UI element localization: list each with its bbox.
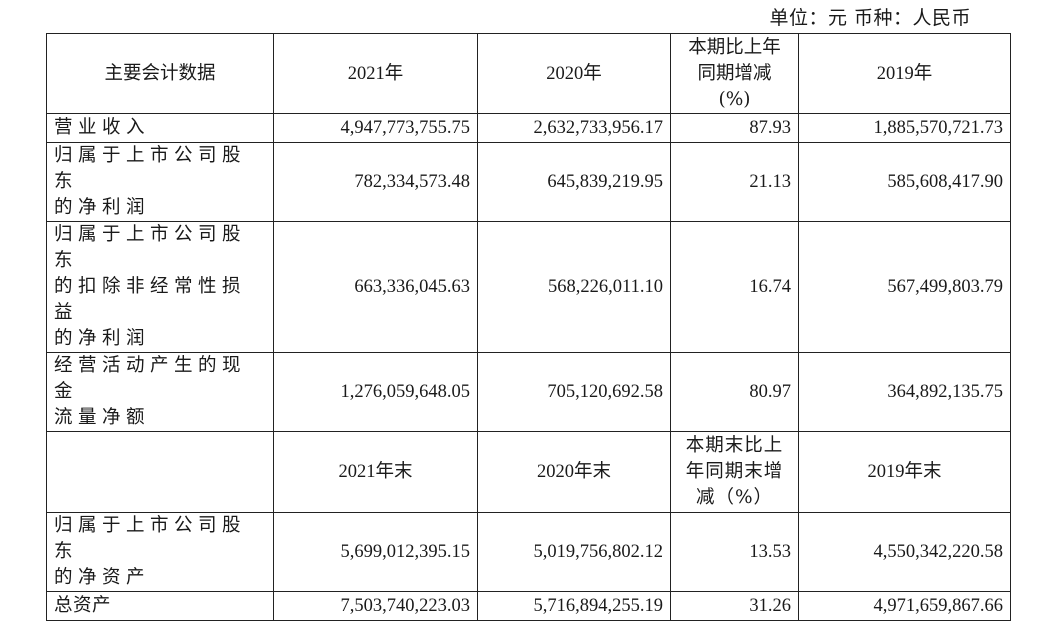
- value-cell: 5,019,756,802.12: [477, 512, 671, 592]
- table-row: 归属于上市公司股东 的净利润 782,334,573.48 645,839,21…: [46, 142, 1011, 222]
- table-row: 总资产 7,503,740,223.03 5,716,894,255.19 31…: [46, 591, 1011, 621]
- subheader-2019-end: 2019年末: [798, 431, 1011, 513]
- value-cell: 567,499,803.79: [798, 221, 1011, 353]
- row-label-net-profit-excl-nonrecurring: 归属于上市公司股东 的扣除非经常性损益 的净利润: [46, 221, 274, 353]
- value-cell: 5,716,894,255.19: [477, 591, 671, 621]
- value-cell: 5,699,012,395.15: [273, 512, 478, 592]
- change-cell: 13.53: [670, 512, 799, 592]
- table-row: 归属于上市公司股东 的净资产 5,699,012,395.15 5,019,75…: [46, 512, 1011, 592]
- subheader-change-pct: 本期末比上 年同期末增 减（%）: [670, 431, 799, 513]
- row-label-net-assets: 归属于上市公司股东 的净资产: [46, 512, 274, 592]
- value-cell: 4,971,659,867.66: [798, 591, 1011, 621]
- key-accounting-data-table: 主要会计数据 2021年 2020年 本期比上年 同期增减 (%) 2019年 …: [46, 33, 1011, 621]
- value-cell: 1,276,059,648.05: [273, 352, 478, 432]
- row-label-net-profit: 归属于上市公司股东 的净利润: [46, 142, 274, 222]
- header-2020: 2020年: [477, 33, 671, 114]
- value-cell: 568,226,011.10: [477, 221, 671, 353]
- value-cell: 4,947,773,755.75: [273, 113, 478, 143]
- header-2021: 2021年: [273, 33, 478, 114]
- row-label-operating-cash-flow: 经营活动产生的现金 流量净额: [46, 352, 274, 432]
- header-2019: 2019年: [798, 33, 1011, 114]
- value-cell: 7,503,740,223.03: [273, 591, 478, 621]
- subheader-label-cell: [46, 431, 274, 513]
- table-row: 营业收入 4,947,773,755.75 2,632,733,956.17 8…: [46, 113, 1011, 143]
- change-cell: 80.97: [670, 352, 799, 432]
- subheader-2021-end: 2021年末: [273, 431, 478, 513]
- value-cell: 364,892,135.75: [798, 352, 1011, 432]
- header-change-pct: 本期比上年 同期增减 (%): [670, 33, 799, 114]
- change-cell: 31.26: [670, 591, 799, 621]
- value-cell: 705,120,692.58: [477, 352, 671, 432]
- change-cell: 21.13: [670, 142, 799, 222]
- subheader-2020-end: 2020年末: [477, 431, 671, 513]
- table-row: 经营活动产生的现金 流量净额 1,276,059,648.05 705,120,…: [46, 352, 1011, 432]
- table-row: 归属于上市公司股东 的扣除非经常性损益 的净利润 663,336,045.63 …: [46, 221, 1011, 353]
- row-label-total-assets: 总资产: [46, 591, 274, 621]
- change-cell: 87.93: [670, 113, 799, 143]
- table-header-row: 主要会计数据 2021年 2020年 本期比上年 同期增减 (%) 2019年: [46, 33, 1011, 114]
- header-label-cell: 主要会计数据: [46, 33, 274, 114]
- value-cell: 782,334,573.48: [273, 142, 478, 222]
- table-subheader-row: 2021年末 2020年末 本期末比上 年同期末增 减（%） 2019年末: [46, 431, 1011, 513]
- value-cell: 663,336,045.63: [273, 221, 478, 353]
- value-cell: 585,608,417.90: [798, 142, 1011, 222]
- value-cell: 2,632,733,956.17: [477, 113, 671, 143]
- unit-currency-note: 单位：元 币种：人民币: [769, 7, 971, 29]
- change-cell: 16.74: [670, 221, 799, 353]
- value-cell: 645,839,219.95: [477, 142, 671, 222]
- value-cell: 4,550,342,220.58: [798, 512, 1011, 592]
- value-cell: 1,885,570,721.73: [798, 113, 1011, 143]
- row-label-revenue: 营业收入: [46, 113, 274, 143]
